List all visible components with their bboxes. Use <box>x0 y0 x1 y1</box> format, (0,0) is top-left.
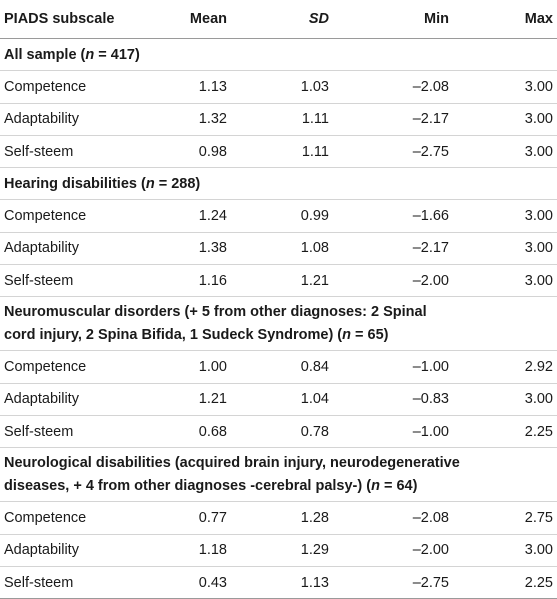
row-sd: 1.04 <box>300 391 329 408</box>
table-header-row: PIADS subscale Mean SD Min Max <box>0 0 557 39</box>
header-max: Max <box>524 11 553 27</box>
row-min: –2.75 <box>412 143 449 160</box>
row-subscale: Competence <box>4 78 87 95</box>
row-max: 3.00 <box>524 542 553 559</box>
row-mean: 1.38 <box>198 240 227 257</box>
table-row: Competence 0.77 1.28 –2.08 2.75 <box>0 502 557 535</box>
row-max: 3.00 <box>524 111 553 128</box>
row-mean: 0.68 <box>198 423 227 440</box>
row-subscale: Self-steem <box>4 143 74 160</box>
row-min: –1.00 <box>412 359 449 376</box>
row-min: –0.83 <box>412 391 449 408</box>
row-sd: 0.99 <box>300 208 329 225</box>
row-subscale: Self-steem <box>4 423 74 440</box>
table-row: Competence 1.13 1.03 –2.08 3.00 <box>0 71 557 104</box>
row-min: –2.75 <box>412 574 449 591</box>
group-label: Neurological disabilities (acquired brai… <box>4 454 460 494</box>
row-subscale: Adaptability <box>4 240 79 257</box>
table-row: Self-steem 0.43 1.13 –2.75 2.25 <box>0 567 557 599</box>
row-min: –2.08 <box>412 509 449 526</box>
row-mean: 1.16 <box>198 272 227 289</box>
row-min: –2.08 <box>412 78 449 95</box>
row-min: –2.00 <box>412 272 449 289</box>
row-sd: 1.28 <box>300 509 329 526</box>
group-header-hearing-disabilities: Hearing disabilities (n = 288) <box>0 168 557 201</box>
row-subscale: Competence <box>4 359 87 376</box>
row-subscale: Adaptability <box>4 391 79 408</box>
row-min: –1.00 <box>412 423 449 440</box>
table-row: Self-steem 0.68 0.78 –1.00 2.25 <box>0 416 557 449</box>
row-min: –1.66 <box>412 208 449 225</box>
row-max: 2.75 <box>524 509 553 526</box>
row-min: –2.17 <box>412 111 449 128</box>
row-mean: 1.13 <box>198 78 227 95</box>
row-subscale: Adaptability <box>4 542 79 559</box>
row-mean: 1.00 <box>198 359 227 376</box>
group-header-all-sample: All sample (n = 417) <box>0 39 557 72</box>
row-max: 2.92 <box>524 359 553 376</box>
row-mean: 1.18 <box>198 542 227 559</box>
group-header-neuromuscular-disorders: Neuromuscular disorders (+ 5 from other … <box>0 297 557 352</box>
row-mean: 0.77 <box>198 509 227 526</box>
table-row: Adaptability 1.38 1.08 –2.17 3.00 <box>0 233 557 266</box>
row-subscale: Self-steem <box>4 272 74 289</box>
row-subscale: Self-steem <box>4 574 74 591</box>
row-max: 3.00 <box>524 143 553 160</box>
row-sd: 1.29 <box>300 542 329 559</box>
row-max: 3.00 <box>524 391 553 408</box>
table-row: Adaptability 1.21 1.04 –0.83 3.00 <box>0 384 557 416</box>
row-max: 3.00 <box>524 78 553 95</box>
table-row: Adaptability 1.32 1.11 –2.17 3.00 <box>0 104 557 136</box>
row-max: 2.25 <box>524 574 553 591</box>
row-min: –2.17 <box>412 240 449 257</box>
header-sd: SD <box>308 11 329 27</box>
header-min: Min <box>424 11 449 27</box>
row-mean: 0.43 <box>198 574 227 591</box>
row-sd: 1.11 <box>301 143 329 160</box>
row-sd: 0.78 <box>300 423 329 440</box>
row-max: 2.25 <box>524 423 553 440</box>
row-sd: 0.84 <box>300 359 329 376</box>
group-label: All sample (n = 417) <box>4 46 140 63</box>
row-subscale: Competence <box>4 208 87 225</box>
row-mean: 1.21 <box>198 391 227 408</box>
table-row: Adaptability 1.18 1.29 –2.00 3.00 <box>0 535 557 567</box>
header-subscale: PIADS subscale <box>4 11 115 27</box>
row-subscale: Competence <box>4 509 87 526</box>
header-mean: Mean <box>189 11 227 27</box>
row-mean: 1.32 <box>198 111 227 128</box>
row-mean: 1.24 <box>198 208 227 225</box>
table-row: Self-steem 1.16 1.21 –2.00 3.00 <box>0 265 557 298</box>
row-max: 3.00 <box>524 240 553 257</box>
row-sd: 1.21 <box>300 272 329 289</box>
row-sd: 1.03 <box>300 78 329 95</box>
row-max: 3.00 <box>524 208 553 225</box>
row-sd: 1.13 <box>300 574 329 591</box>
row-max: 3.00 <box>524 272 553 289</box>
row-subscale: Adaptability <box>4 111 79 128</box>
table-row: Competence 1.24 0.99 –1.66 3.00 <box>0 200 557 233</box>
table-row: Competence 1.00 0.84 –1.00 2.92 <box>0 351 557 384</box>
row-min: –2.00 <box>412 542 449 559</box>
table-row: Self-steem 0.98 1.11 –2.75 3.00 <box>0 136 557 169</box>
group-label: Hearing disabilities (n = 288) <box>4 175 201 192</box>
group-header-neurological-disabilities: Neurological disabilities (acquired brai… <box>0 448 557 503</box>
row-sd: 1.11 <box>301 111 329 128</box>
row-mean: 0.98 <box>198 143 227 160</box>
group-label: Neuromuscular disorders (+ 5 from other … <box>4 303 427 343</box>
row-sd: 1.08 <box>300 240 329 257</box>
